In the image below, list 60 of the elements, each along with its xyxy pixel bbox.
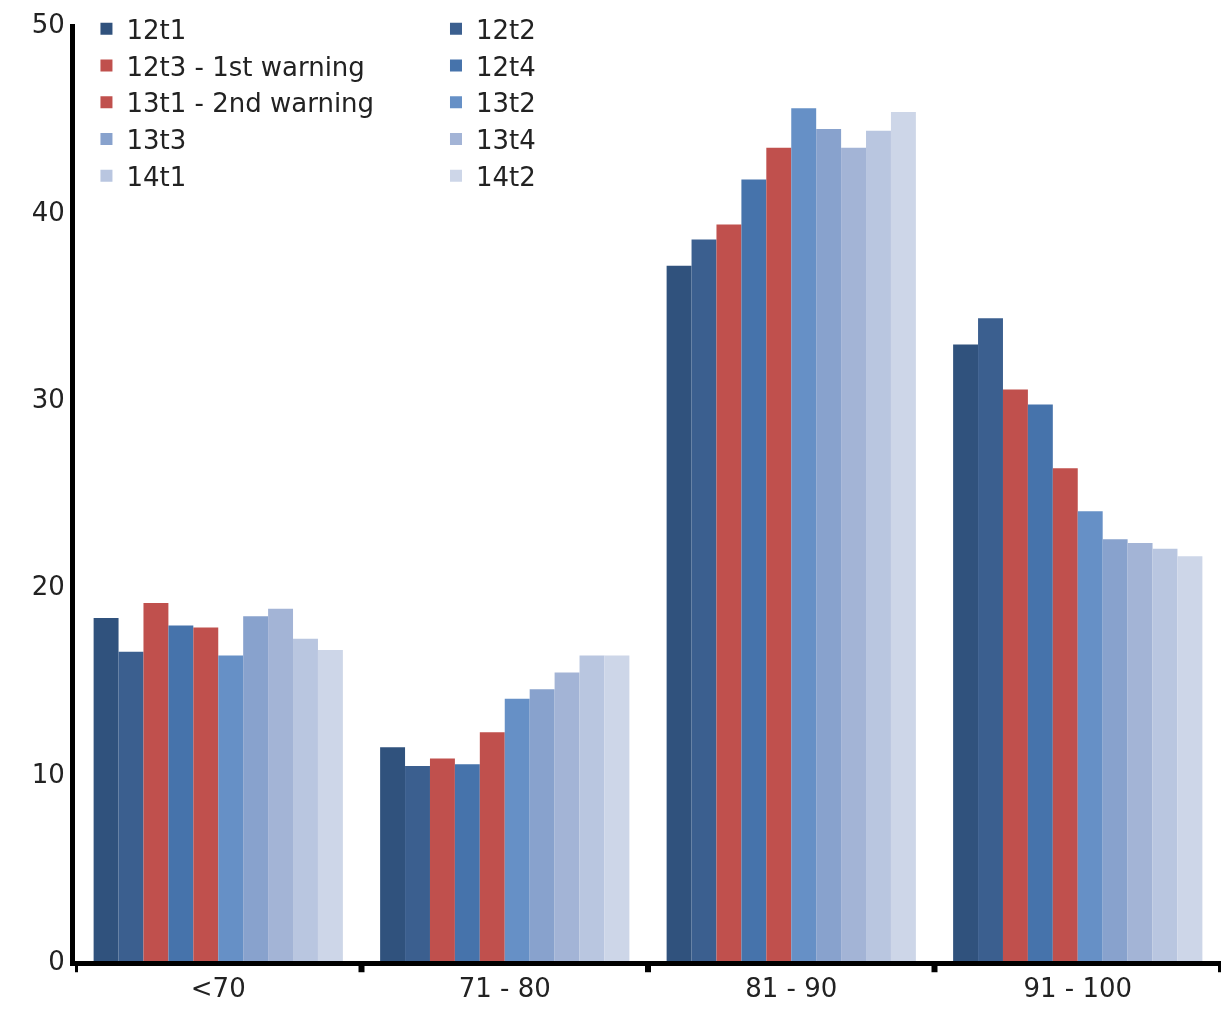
bar (479, 732, 505, 961)
bar (504, 698, 530, 961)
bar (1077, 511, 1103, 961)
bar (579, 655, 605, 961)
legend-label: 12t1 (126, 14, 187, 45)
bar (841, 147, 867, 961)
bar (243, 616, 269, 961)
bar (691, 239, 717, 961)
bar (380, 747, 406, 961)
bar (454, 764, 480, 961)
bar (168, 625, 194, 961)
bar (93, 618, 119, 961)
bar (953, 344, 979, 961)
bar (405, 766, 430, 961)
bar (1027, 404, 1053, 961)
bar (666, 265, 692, 961)
bar (429, 758, 455, 961)
x-tick-label: 81 - 90 (745, 973, 838, 1004)
bar (1002, 389, 1028, 961)
legend-label: 13t3 (126, 125, 187, 156)
bar (193, 627, 219, 961)
bar (1177, 556, 1203, 961)
legend-label: 13t4 (475, 125, 536, 156)
y-tick-label: 10 (31, 758, 65, 789)
bar (529, 689, 555, 961)
bar (554, 672, 580, 961)
bar (716, 224, 742, 961)
y-tick-label: 20 (31, 571, 65, 602)
x-tick-label: 91 - 100 (1023, 973, 1133, 1004)
legend-label: 13t2 (475, 88, 536, 119)
bar (317, 649, 343, 961)
legend-label: 14t2 (475, 162, 536, 192)
legend-label: 12t3 - 1st warning (126, 51, 365, 82)
y-tick-label: 50 (31, 9, 65, 40)
y-tick-label: 30 (31, 383, 65, 414)
y-tick-label: 0 (48, 946, 65, 977)
bar (218, 655, 244, 961)
bar (978, 318, 1003, 961)
legend-label: 13t1 - 2nd warning (126, 88, 375, 119)
legend-label: 12t2 (475, 14, 536, 45)
bar (766, 147, 792, 961)
bar (1127, 543, 1153, 961)
bar (268, 608, 294, 961)
bar (1052, 468, 1078, 961)
bar (1152, 548, 1178, 961)
y-tick-label: 40 (31, 196, 65, 227)
legend-label: 14t1 (126, 162, 187, 192)
bar (816, 128, 842, 961)
bar (604, 655, 630, 961)
bar (118, 651, 144, 961)
x-tick-label: 71 - 80 (458, 973, 551, 1004)
bar (143, 603, 169, 961)
x-tick-label: <70 (190, 973, 246, 1004)
bar (293, 638, 318, 961)
bar (866, 130, 891, 961)
bar (741, 179, 767, 961)
bar (791, 108, 817, 961)
bar (890, 112, 916, 961)
legend-label: 12t4 (475, 51, 536, 82)
bar (1102, 539, 1128, 961)
